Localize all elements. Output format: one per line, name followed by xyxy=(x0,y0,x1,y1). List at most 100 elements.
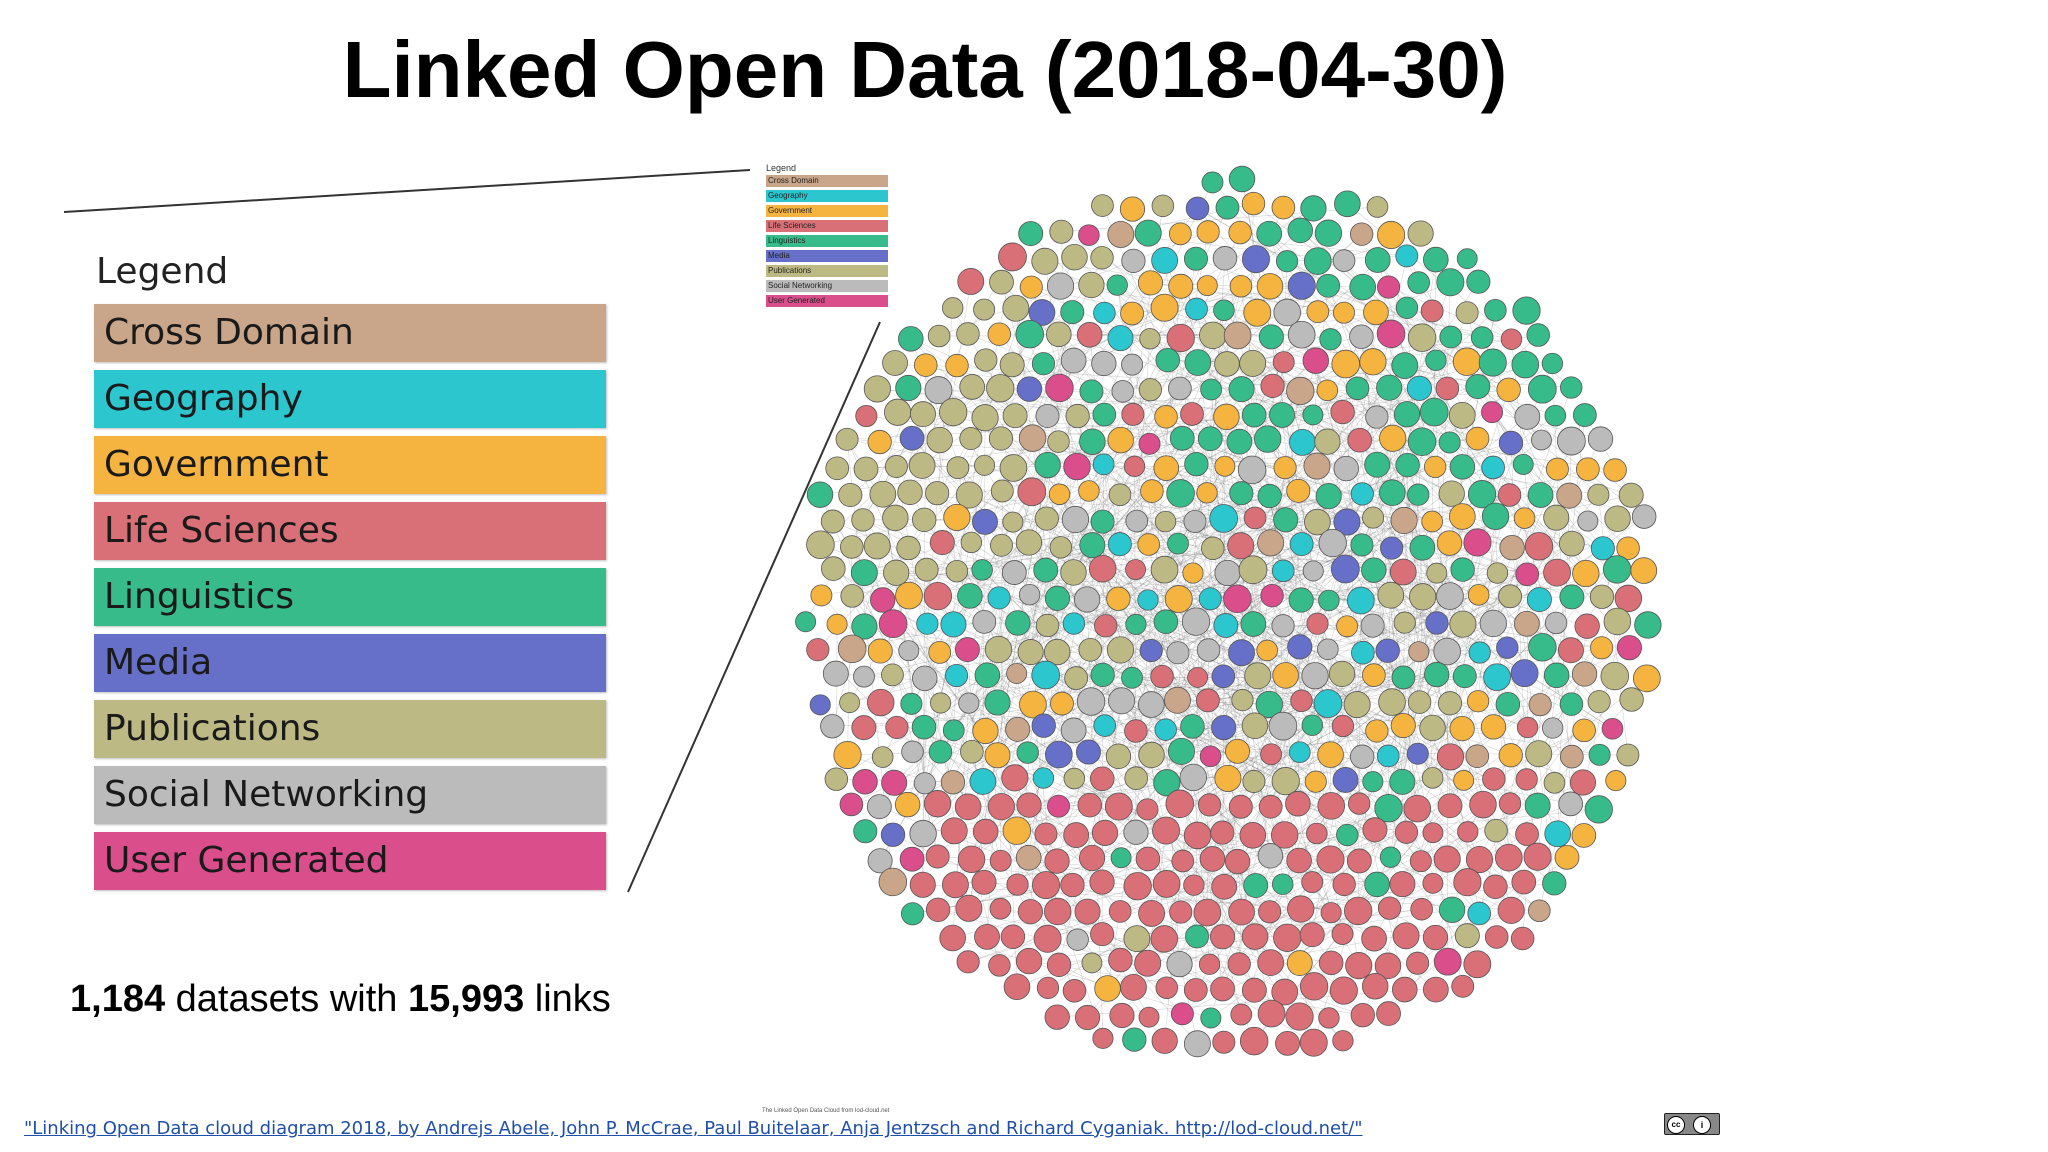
dataset-node xyxy=(1076,687,1106,716)
cloud-edge xyxy=(922,441,1093,834)
dataset-node xyxy=(1484,298,1507,322)
dataset-node xyxy=(1590,536,1615,561)
cloud-edge xyxy=(849,675,957,704)
dataset-node xyxy=(1316,379,1339,402)
dataset-node xyxy=(1516,716,1539,739)
dataset-node xyxy=(1125,509,1149,533)
dataset-node xyxy=(824,767,849,791)
dataset-node xyxy=(1345,952,1373,980)
dataset-node xyxy=(1300,195,1327,222)
dataset-node xyxy=(1108,483,1132,507)
legend-mini: Legend Cross Domain Geography Government… xyxy=(766,162,888,310)
dataset-node xyxy=(1331,349,1360,379)
cloud-edge xyxy=(1401,573,1438,782)
dataset-node xyxy=(1559,530,1585,557)
dataset-node xyxy=(1196,482,1218,504)
dataset-node xyxy=(1376,744,1400,768)
dataset-node xyxy=(1306,300,1330,324)
dataset-node xyxy=(1105,743,1132,769)
dataset-node xyxy=(1066,928,1089,951)
credit-link[interactable]: "Linking Open Data cloud diagram 2018, b… xyxy=(24,1118,1363,1139)
dataset-node xyxy=(1301,714,1324,736)
dataset-node xyxy=(1195,688,1220,713)
cloud-edge xyxy=(864,572,999,650)
dataset-node xyxy=(867,688,895,717)
dataset-node xyxy=(1200,1007,1222,1029)
dataset-node xyxy=(1164,585,1193,613)
dataset-node xyxy=(1486,562,1509,584)
legend-mini-item-government: Government xyxy=(766,205,888,217)
dataset-node xyxy=(1226,428,1253,455)
dataset-node xyxy=(946,456,970,480)
dataset-node xyxy=(1330,399,1355,425)
dataset-node xyxy=(974,348,998,372)
dataset-node xyxy=(1273,923,1302,952)
dataset-node xyxy=(1079,379,1104,404)
cloud-edge xyxy=(1182,860,1344,991)
dataset-node xyxy=(1121,402,1145,426)
dataset-node xyxy=(974,662,1001,689)
dataset-node xyxy=(1498,584,1523,609)
cloud-edge xyxy=(1089,334,1330,601)
dataset-node xyxy=(1391,976,1418,1003)
dataset-node xyxy=(1380,536,1404,560)
dataset-node xyxy=(1200,378,1223,401)
dataset-node xyxy=(1351,640,1375,665)
dataset-node xyxy=(1169,900,1193,924)
dataset-node xyxy=(1542,717,1564,739)
dataset-node xyxy=(1241,923,1269,950)
dataset-stats: 1,184 datasets with 15,993 links xyxy=(70,978,611,1021)
dataset-node xyxy=(1523,842,1552,871)
dataset-node xyxy=(1545,457,1569,481)
dataset-node xyxy=(1378,688,1406,716)
dataset-node xyxy=(1361,557,1387,583)
dataset-node xyxy=(1074,1004,1101,1030)
cloud-edge xyxy=(1299,646,1404,678)
dataset-node xyxy=(1364,871,1390,898)
dataset-node xyxy=(1169,425,1195,451)
dataset-node xyxy=(1479,609,1507,638)
dataset-node xyxy=(1484,818,1508,843)
dataset-node xyxy=(1483,663,1511,692)
dataset-node xyxy=(1243,298,1272,327)
legend-mini-item-publications: Publications xyxy=(766,265,888,277)
cloud-edge xyxy=(1301,493,1363,545)
dataset-node xyxy=(1119,196,1146,222)
dataset-node xyxy=(1209,504,1239,533)
dataset-node xyxy=(1107,426,1134,454)
dataset-node xyxy=(1319,328,1342,351)
dataset-node xyxy=(1466,690,1490,713)
dataset-node xyxy=(1315,483,1342,510)
dataset-node xyxy=(1409,850,1432,873)
cloud-edge xyxy=(880,414,1134,703)
dataset-node xyxy=(1032,767,1055,789)
dataset-node xyxy=(1630,557,1658,584)
dataset-node xyxy=(1556,426,1586,456)
cloud-edge xyxy=(1388,286,1451,338)
dataset-node xyxy=(1407,220,1434,247)
dataset-node xyxy=(1089,869,1115,895)
cloud-edge xyxy=(1419,337,1483,389)
dataset-node xyxy=(1332,767,1359,793)
dataset-node xyxy=(1079,844,1106,872)
dataset-node xyxy=(851,715,877,741)
dataset-node xyxy=(1032,871,1061,900)
legend-item-social-networking: Social Networking xyxy=(94,766,606,824)
dataset-node xyxy=(867,429,892,455)
cloud-edge xyxy=(862,519,1242,654)
attribution-icon: i xyxy=(1693,1116,1711,1134)
cloud-edge xyxy=(1136,338,1151,522)
cloud-edge xyxy=(1132,414,1268,651)
cloud-edge xyxy=(1058,388,1181,755)
dataset-node xyxy=(1395,452,1420,478)
dataset-node xyxy=(1015,947,1043,975)
dataset-node xyxy=(1187,666,1209,688)
cloud-edge xyxy=(847,438,1317,467)
dataset-node xyxy=(1329,976,1358,1005)
dataset-node xyxy=(1359,348,1387,376)
dataset-node xyxy=(1062,612,1086,635)
cc-license-badge[interactable]: cc i xyxy=(1664,1113,1720,1135)
dataset-node xyxy=(1171,849,1195,873)
dataset-node xyxy=(880,822,906,847)
dataset-node xyxy=(1260,373,1285,398)
